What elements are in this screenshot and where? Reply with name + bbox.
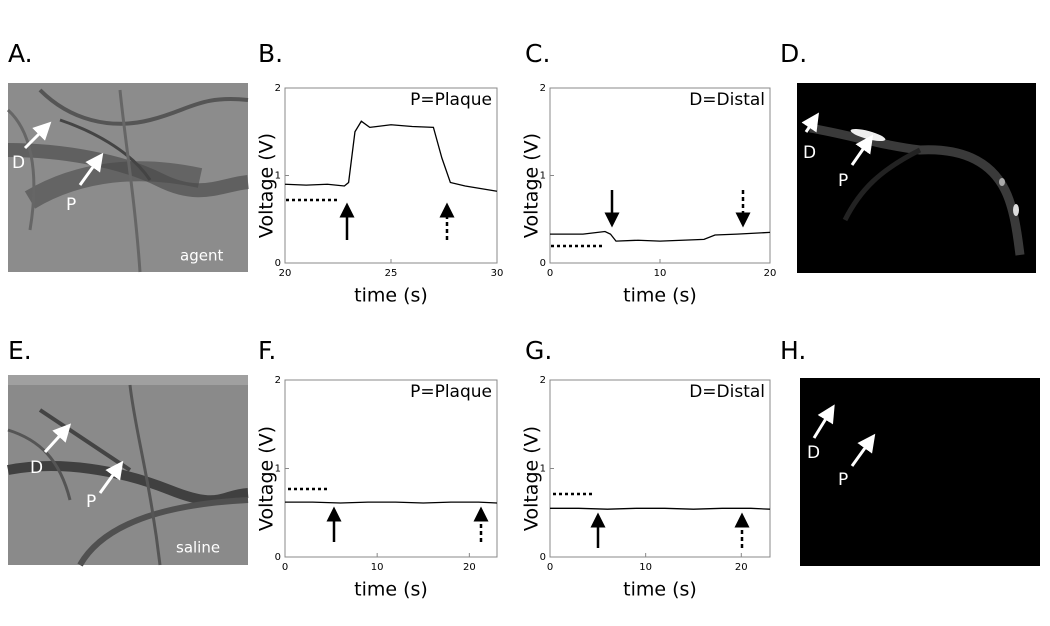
x-tick-label: 0: [282, 562, 288, 573]
x-tick-label: 0: [547, 562, 553, 573]
y-tick-label: 2: [275, 375, 281, 386]
x-tick-label: 25: [385, 268, 398, 279]
data-line: [285, 501, 498, 504]
panel-letter: H.: [780, 336, 806, 365]
image-label: agent: [180, 247, 223, 265]
x-tick-label: 20: [279, 268, 292, 279]
x-tick-label: 20: [764, 268, 777, 279]
y-tick-label: 1: [275, 464, 281, 475]
x-axis-label: time (s): [623, 285, 697, 307]
y-tick-label: 2: [540, 83, 546, 94]
panel-letter: E.: [8, 336, 32, 365]
panel-letter: F.: [258, 336, 276, 365]
y-tick-label: 1: [540, 171, 546, 182]
y-axis-label: Voltage (V): [256, 426, 278, 531]
plot-frame: [549, 87, 771, 264]
x-tick-label: 10: [654, 268, 667, 279]
image-marker: D: [803, 143, 816, 163]
image-marker: D: [807, 443, 820, 463]
panel-letter: G.: [525, 336, 552, 365]
x-tick-label: 30: [491, 268, 504, 279]
chart-title: P=Plaque: [410, 382, 492, 402]
annotations: [286, 190, 751, 548]
x-tick-label: 20: [735, 562, 748, 573]
y-axis-label: Voltage (V): [521, 426, 543, 531]
x-tick-label: 10: [371, 562, 384, 573]
angiogram: D P saline: [7, 375, 249, 567]
chart-title: D=Distal: [689, 90, 765, 110]
x-axis-label: time (s): [623, 579, 697, 601]
y-tick-label: 2: [540, 375, 546, 386]
plot-frame: [284, 379, 498, 558]
data-line: [550, 507, 771, 510]
y-tick-label: 0: [540, 258, 546, 269]
image-label: saline: [176, 539, 220, 557]
x-axis-label: time (s): [354, 285, 428, 307]
image-marker: P: [838, 171, 848, 191]
x-axis-label: time (s): [354, 579, 428, 601]
y-tick-label: 1: [540, 464, 546, 475]
image-marker: P: [86, 492, 96, 512]
fluorescence-image: D P: [800, 378, 1040, 566]
image-marker: P: [838, 470, 848, 490]
plot-frame: [549, 379, 771, 558]
chart-title: D=Distal: [689, 382, 765, 402]
y-axis-label: Voltage (V): [521, 133, 543, 238]
y-tick-label: 0: [275, 552, 281, 563]
data-line: [550, 230, 771, 242]
panel-letter: D.: [780, 39, 807, 68]
image-marker: D: [30, 458, 43, 478]
y-tick-label: 0: [275, 258, 281, 269]
image-marker: D: [12, 153, 25, 173]
image-marker: P: [66, 195, 76, 215]
y-axis-label: Voltage (V): [256, 133, 278, 238]
panel-letter: C.: [525, 39, 550, 68]
plot-frame: [284, 87, 498, 264]
panel-letter: A.: [8, 39, 33, 68]
panel-letter: B.: [258, 39, 283, 68]
fluorescence-image: D P: [797, 83, 1036, 273]
angiogram: D P agent: [6, 83, 249, 273]
x-tick-label: 10: [639, 562, 652, 573]
x-tick-label: 0: [547, 268, 553, 279]
y-tick-label: 1: [275, 171, 281, 182]
data-line: [284, 120, 498, 192]
y-tick-label: 0: [540, 552, 546, 563]
chart-title: P=Plaque: [410, 90, 492, 110]
y-tick-label: 2: [275, 83, 281, 94]
x-tick-label: 20: [463, 562, 476, 573]
